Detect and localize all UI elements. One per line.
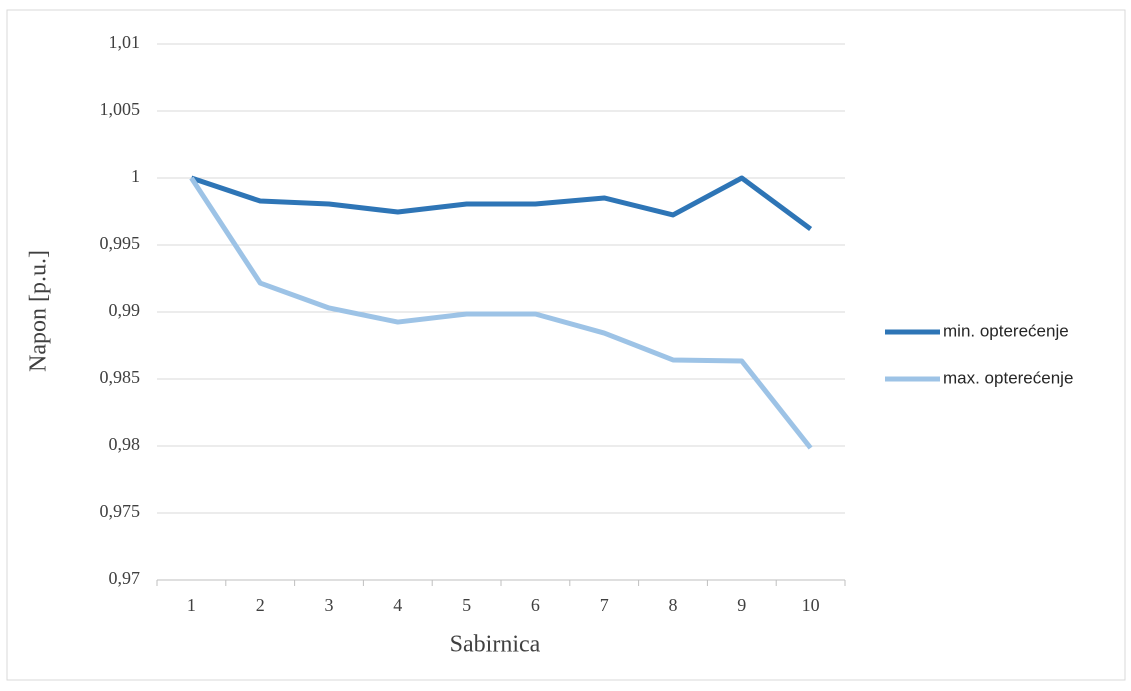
x-tick-label: 8 [669,595,678,615]
x-tick-label: 4 [393,595,402,615]
legend-label: min. opterećenje [943,321,1069,340]
y-tick-label: 0,985 [100,367,141,387]
y-tick-label: 0,995 [100,233,141,253]
y-tick-label: 0,975 [100,501,141,521]
y-tick-label: 0,99 [109,300,141,320]
y-axis-label: Napon [p.u.] [26,250,52,372]
series-line [189,176,813,450]
y-tick-label: 0,97 [109,568,141,588]
x-tick-label: 5 [462,595,471,615]
x-tick-label: 9 [737,595,746,615]
x-tick-label: 10 [802,595,820,615]
y-tick-label: 0,98 [109,434,141,454]
x-tick-label: 6 [531,595,540,615]
legend-label: max. opterećenje [943,368,1073,387]
x-tick-label: 2 [256,595,265,615]
series-line [190,175,813,232]
x-tick-label: 3 [325,595,334,615]
y-tick-label: 1 [131,166,140,186]
x-axis-label: Sabirnica [450,632,541,658]
y-tick-label: 1,01 [109,32,141,52]
y-tick-label: 1,005 [100,99,141,119]
x-tick-label: 7 [600,595,609,615]
x-tick-label: 1 [187,595,196,615]
chart-border [6,9,1126,681]
